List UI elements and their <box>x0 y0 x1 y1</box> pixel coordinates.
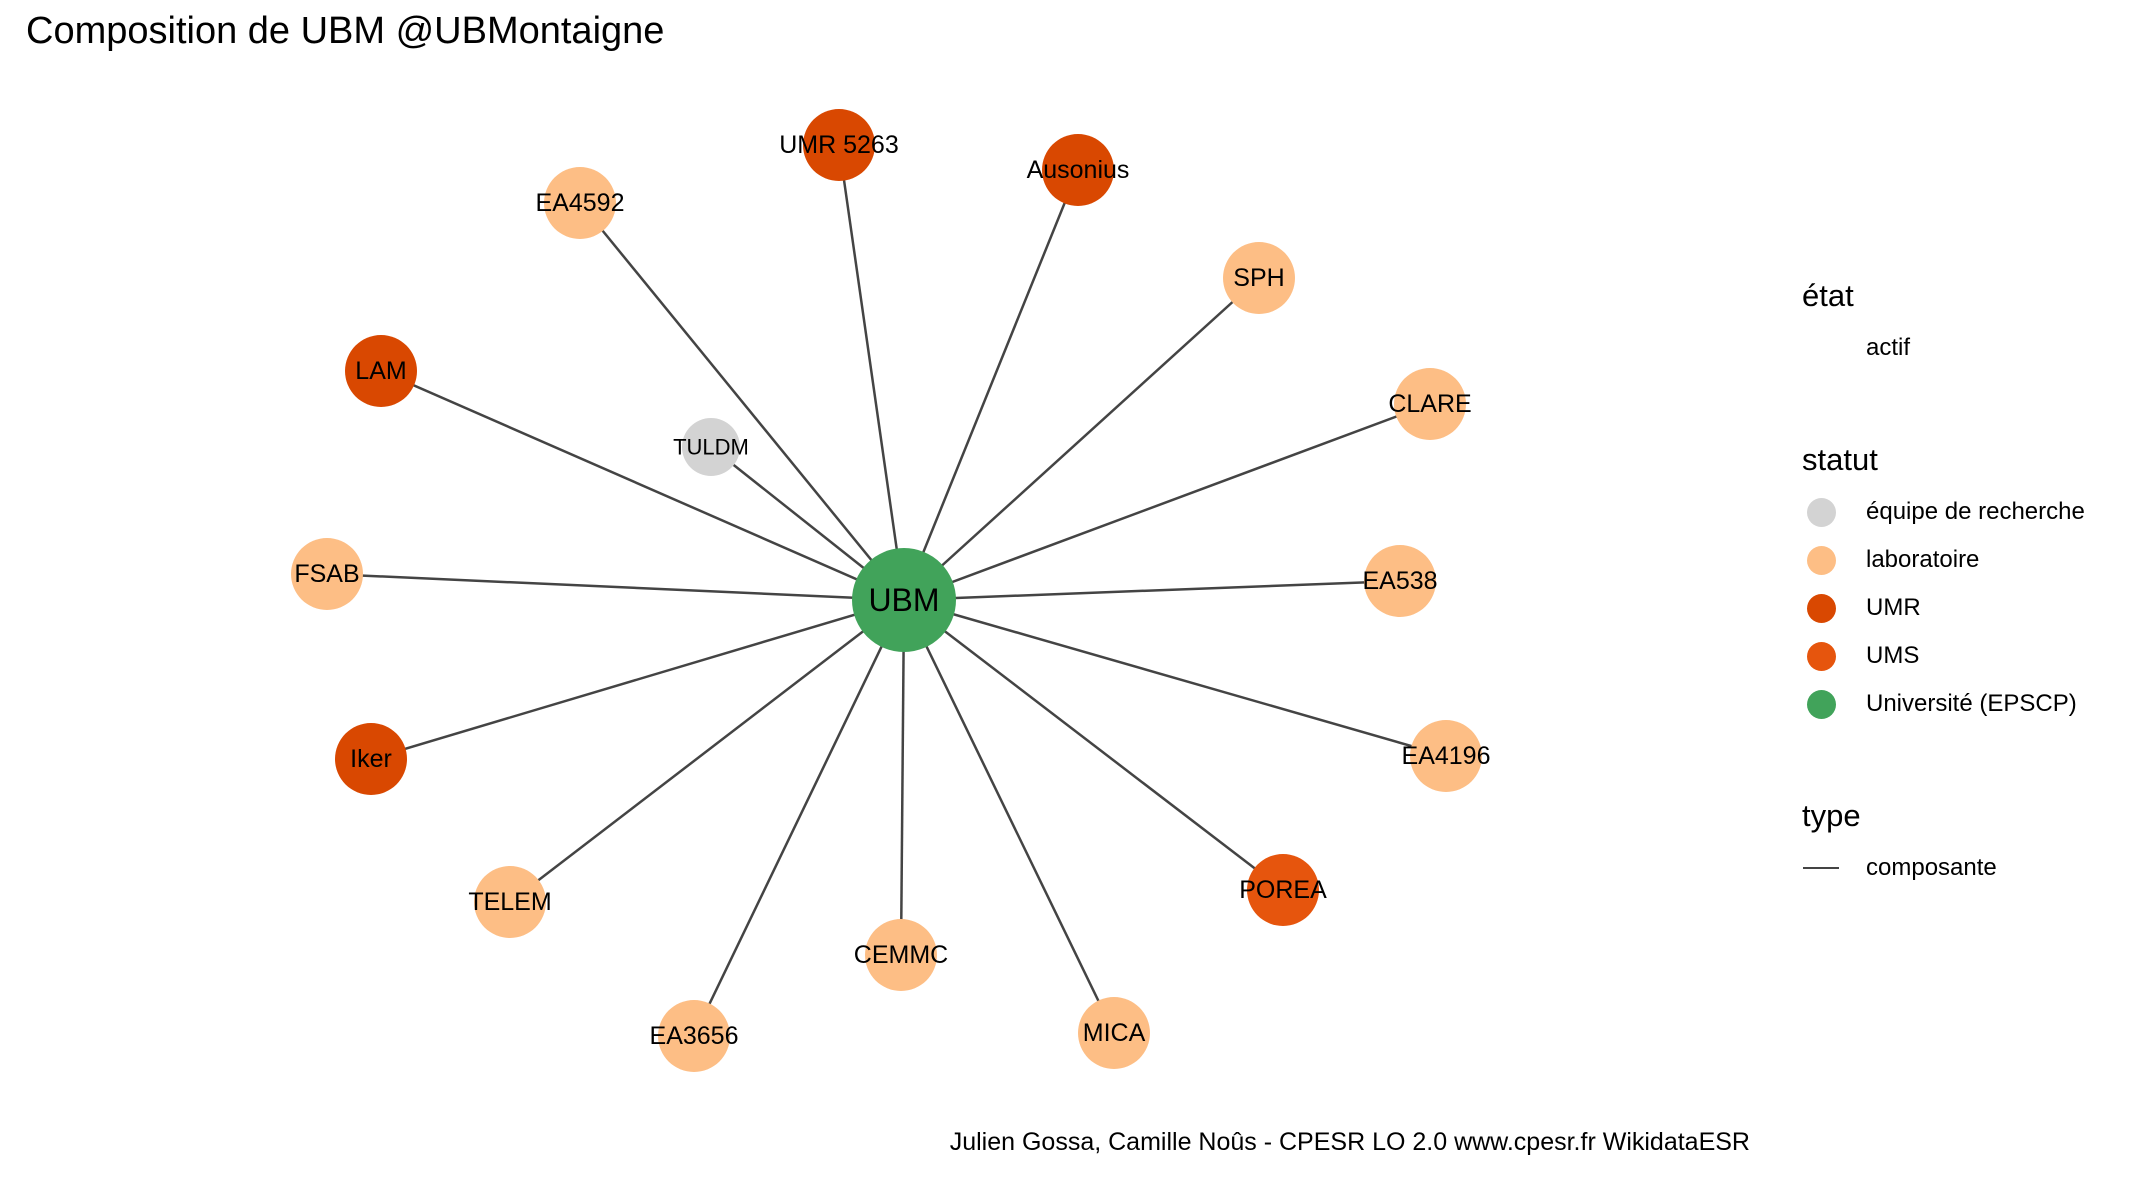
node-tuldm: TULDM <box>673 418 749 476</box>
legend-type-title: type <box>1802 798 1861 833</box>
node-fsab: FSAB <box>291 538 363 610</box>
edge-porea <box>903 599 1284 891</box>
edge-ea3656 <box>692 599 906 1037</box>
node-porea: POREA <box>1239 854 1327 926</box>
node-circle <box>1394 368 1466 440</box>
edge-cemmc <box>899 599 906 956</box>
node-label: UBM <box>868 582 939 618</box>
node-clare: CLARE <box>1388 368 1472 440</box>
edge-ea4196 <box>903 598 1447 758</box>
node-circle <box>1364 545 1436 617</box>
edge-ausonius <box>902 169 1080 601</box>
node-sph: SPH <box>1223 242 1295 314</box>
edge-mica <box>902 599 1116 1034</box>
chart-title: Composition de UBM @UBMontaigne <box>26 10 665 52</box>
legend-dot <box>1806 497 1836 527</box>
nodes: UMR 5263 Ausonius EA4592 SPH LAM CLARE TULDM FS… <box>291 109 1490 1072</box>
legend-item-laboratoire: laboratoire <box>1802 536 2085 584</box>
legend-dot <box>1806 689 1836 719</box>
node-mica: MICA <box>1078 997 1150 1069</box>
legend-item-umr: UMR <box>1802 584 2085 632</box>
node-ea3656: EA3656 <box>650 1000 739 1072</box>
edge-telem <box>509 599 905 903</box>
edges <box>326 144 1447 1037</box>
node-circle <box>1410 720 1482 792</box>
legend-item-actif: actif <box>1802 324 1910 372</box>
edge-lam <box>380 369 905 602</box>
legend-label: UMR <box>1866 594 1921 621</box>
node-circle <box>345 335 417 407</box>
node-label: FSAB <box>294 560 359 588</box>
legend-label: Université (EPSCP) <box>1866 690 2077 717</box>
node-circle <box>852 548 956 652</box>
node-circle <box>1247 854 1319 926</box>
node-label: EA3656 <box>650 1022 739 1050</box>
legend-item-ums: UMS <box>1802 632 2085 680</box>
node-circle <box>335 723 407 795</box>
node-iker: Iker <box>335 723 407 795</box>
edge-fsab <box>326 572 905 602</box>
caption: Julien Gossa, Camille Noûs - CPESR LO 2.… <box>949 1128 1750 1156</box>
node-lam: LAM <box>345 335 417 407</box>
legend-label: équipe de recherche <box>1866 498 2085 525</box>
legend-line <box>1803 867 1839 869</box>
node-circle <box>1042 134 1114 206</box>
legend-label: composante <box>1866 854 1997 881</box>
node-ea4592: EA4592 <box>536 167 625 239</box>
legend-dot <box>1806 593 1836 623</box>
edge-iker <box>370 598 905 761</box>
node-label: EA4196 <box>1402 742 1491 770</box>
legend-statut: statut équipe de recherche laboratoire U… <box>1802 442 2085 728</box>
node-label: TELEM <box>468 888 551 916</box>
node-label: UMR 5263 <box>779 131 899 159</box>
node-label: Iker <box>350 745 392 773</box>
legend-statut-title: statut <box>1802 442 1878 477</box>
node-ea4196: EA4196 <box>1402 720 1491 792</box>
network-graph: UMR 5263 Ausonius EA4592 SPH LAM CLARE TULDM FS… <box>291 109 1490 1072</box>
edge-sph <box>903 277 1260 601</box>
legend-etat: état actif <box>1802 278 1910 372</box>
node-circle <box>544 167 616 239</box>
node-label: EA4592 <box>536 189 625 217</box>
node-label: MICA <box>1083 1019 1146 1047</box>
node-label: Ausonius <box>1027 156 1130 184</box>
node-telem: TELEM <box>468 866 552 938</box>
legend-dot <box>1806 545 1836 575</box>
node-circle <box>803 109 875 181</box>
node-cemmc: CEMMC <box>854 919 948 991</box>
node-umr-5263: UMR 5263 <box>779 109 899 181</box>
node-label: SPH <box>1233 264 1284 292</box>
legend-key-blank <box>1802 329 1840 367</box>
node-ubm: UBM <box>852 548 956 652</box>
edge-ea4592 <box>579 202 905 601</box>
edge-umr-5263 <box>837 144 906 601</box>
node-label: LAM <box>355 357 406 385</box>
node-ausonius: Ausonius <box>1027 134 1130 206</box>
edge-clare <box>903 402 1431 602</box>
legend-label: actif <box>1866 334 1911 361</box>
legend-etat-title: état <box>1802 278 1854 313</box>
node-label: EA538 <box>1362 567 1437 595</box>
node-label: CEMMC <box>854 941 948 969</box>
legend-label: laboratoire <box>1866 546 1980 573</box>
node-circle <box>682 418 740 476</box>
edge-ea538 <box>903 579 1401 602</box>
legend-item-composante: composante <box>1802 844 1997 892</box>
node-circle <box>1078 997 1150 1069</box>
node-circle <box>474 866 546 938</box>
legend-item-equipe: équipe de recherche <box>1802 488 2085 536</box>
node-circle <box>658 1000 730 1072</box>
node-circle <box>865 919 937 991</box>
node-label: POREA <box>1239 876 1327 904</box>
node-circle <box>1223 242 1295 314</box>
legend-dot <box>1806 641 1836 671</box>
node-label: TULDM <box>673 435 749 460</box>
node-ea538: EA538 <box>1362 545 1438 617</box>
legend-type: type composante <box>1802 798 1997 892</box>
node-circle <box>291 538 363 610</box>
legend-label: UMS <box>1866 642 1920 669</box>
node-label: CLARE <box>1388 390 1471 418</box>
legend-item-universite: Université (EPSCP) <box>1802 680 2085 728</box>
